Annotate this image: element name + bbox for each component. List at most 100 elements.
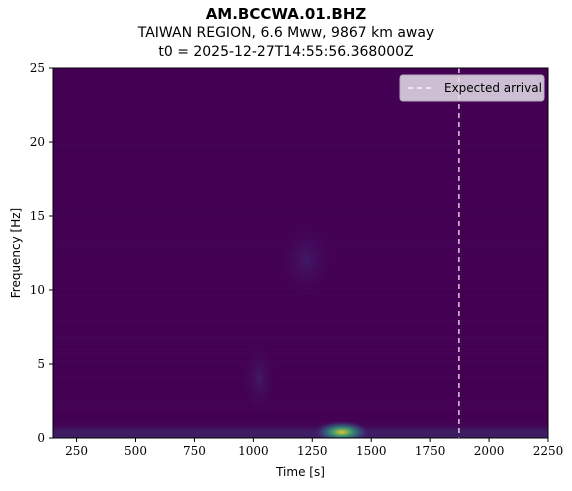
texture-line xyxy=(53,374,548,375)
x-tick-label: 1000 xyxy=(238,444,269,458)
texture-line xyxy=(53,310,548,311)
texture-line xyxy=(53,412,548,413)
texture-line xyxy=(53,362,548,363)
texture-line xyxy=(53,70,548,71)
texture-line xyxy=(53,154,548,155)
texture-line xyxy=(53,150,548,151)
texture-line xyxy=(53,94,548,95)
texture-line xyxy=(53,312,548,313)
texture-line xyxy=(53,302,548,303)
texture-line xyxy=(53,212,548,213)
texture-line xyxy=(53,158,548,159)
texture-line xyxy=(53,384,548,385)
plot-frame xyxy=(52,67,549,439)
texture-line xyxy=(53,324,548,325)
energy-patch xyxy=(276,220,336,301)
texture-line xyxy=(53,388,548,389)
texture-line xyxy=(53,334,548,335)
texture-line xyxy=(53,162,548,163)
texture-line xyxy=(53,306,548,307)
texture-line xyxy=(53,180,548,181)
texture-line xyxy=(53,214,548,215)
title-block: AM.BCCWA.01.BHZ TAIWAN REGION, 6.6 Mww, … xyxy=(0,4,572,62)
texture-line xyxy=(53,138,548,139)
texture-line xyxy=(53,76,548,77)
texture-line xyxy=(53,142,548,143)
texture-line xyxy=(53,390,548,391)
texture-line xyxy=(53,340,548,341)
texture-line xyxy=(53,410,548,411)
texture-line xyxy=(53,376,548,377)
texture-line xyxy=(53,186,548,187)
texture-line xyxy=(53,124,548,125)
y-tick-label: 15 xyxy=(30,209,45,223)
texture-line xyxy=(53,146,548,147)
texture-line xyxy=(53,404,548,405)
texture-line xyxy=(53,322,548,323)
texture-line xyxy=(53,140,548,141)
texture-line xyxy=(53,196,548,197)
texture-line xyxy=(53,332,548,333)
low-frequency-band xyxy=(53,420,548,438)
texture-line xyxy=(53,128,548,129)
texture-line xyxy=(53,314,548,315)
texture-line xyxy=(53,344,548,345)
texture-line xyxy=(53,176,548,177)
texture-line xyxy=(53,208,548,209)
texture-line xyxy=(53,132,548,133)
texture-line xyxy=(53,86,548,87)
texture-line xyxy=(53,198,548,199)
texture-line xyxy=(53,354,548,355)
texture-line xyxy=(53,78,548,79)
texture-line xyxy=(53,220,548,221)
texture-line xyxy=(53,342,548,343)
texture-line xyxy=(53,400,548,401)
texture-line xyxy=(53,130,548,131)
texture-line xyxy=(53,382,548,383)
station-title: AM.BCCWA.01.BHZ xyxy=(205,5,367,23)
x-tick-label: 500 xyxy=(124,444,147,458)
texture-line xyxy=(53,352,548,353)
texture-line xyxy=(53,366,548,367)
x-axis-label: Time [s] xyxy=(275,465,325,479)
texture-line xyxy=(53,116,548,117)
texture-line xyxy=(53,418,548,419)
texture-line xyxy=(53,364,548,365)
texture-line xyxy=(53,398,548,399)
texture-line xyxy=(53,194,548,195)
texture-line xyxy=(53,102,548,103)
texture-line xyxy=(53,84,548,85)
texture-line xyxy=(53,182,548,183)
texture-line xyxy=(53,134,548,135)
texture-line xyxy=(53,318,548,319)
y-tick-label: 25 xyxy=(30,61,45,75)
texture-line xyxy=(53,392,548,393)
texture-line xyxy=(53,106,548,107)
x-tick-label: 2250 xyxy=(533,444,564,458)
texture-line xyxy=(53,72,548,73)
texture-line xyxy=(53,308,548,309)
texture-line xyxy=(53,394,548,395)
texture-line xyxy=(53,358,548,359)
texture-line xyxy=(53,372,548,373)
texture-line xyxy=(53,152,548,153)
texture-line xyxy=(53,330,548,331)
texture-line xyxy=(53,166,548,167)
legend-label: Expected arrival xyxy=(444,81,542,95)
texture-line xyxy=(53,346,548,347)
texture-line xyxy=(53,216,548,217)
texture-line xyxy=(53,204,548,205)
x-tick-label: 2000 xyxy=(474,444,505,458)
event-subtitle: TAIWAN REGION, 6.6 Mww, 9867 km away xyxy=(137,25,435,41)
texture-line xyxy=(53,188,548,189)
texture-line xyxy=(53,90,548,91)
texture-line xyxy=(53,96,548,97)
texture-line xyxy=(53,356,548,357)
texture-line xyxy=(53,304,548,305)
origin-time: t0 = 2025-12-27T14:55:56.368000Z xyxy=(158,44,414,60)
texture-line xyxy=(53,370,548,371)
x-tick-label: 1500 xyxy=(356,444,387,458)
x-tick-label: 1750 xyxy=(415,444,446,458)
texture-line xyxy=(53,178,548,179)
texture-line xyxy=(53,408,548,409)
